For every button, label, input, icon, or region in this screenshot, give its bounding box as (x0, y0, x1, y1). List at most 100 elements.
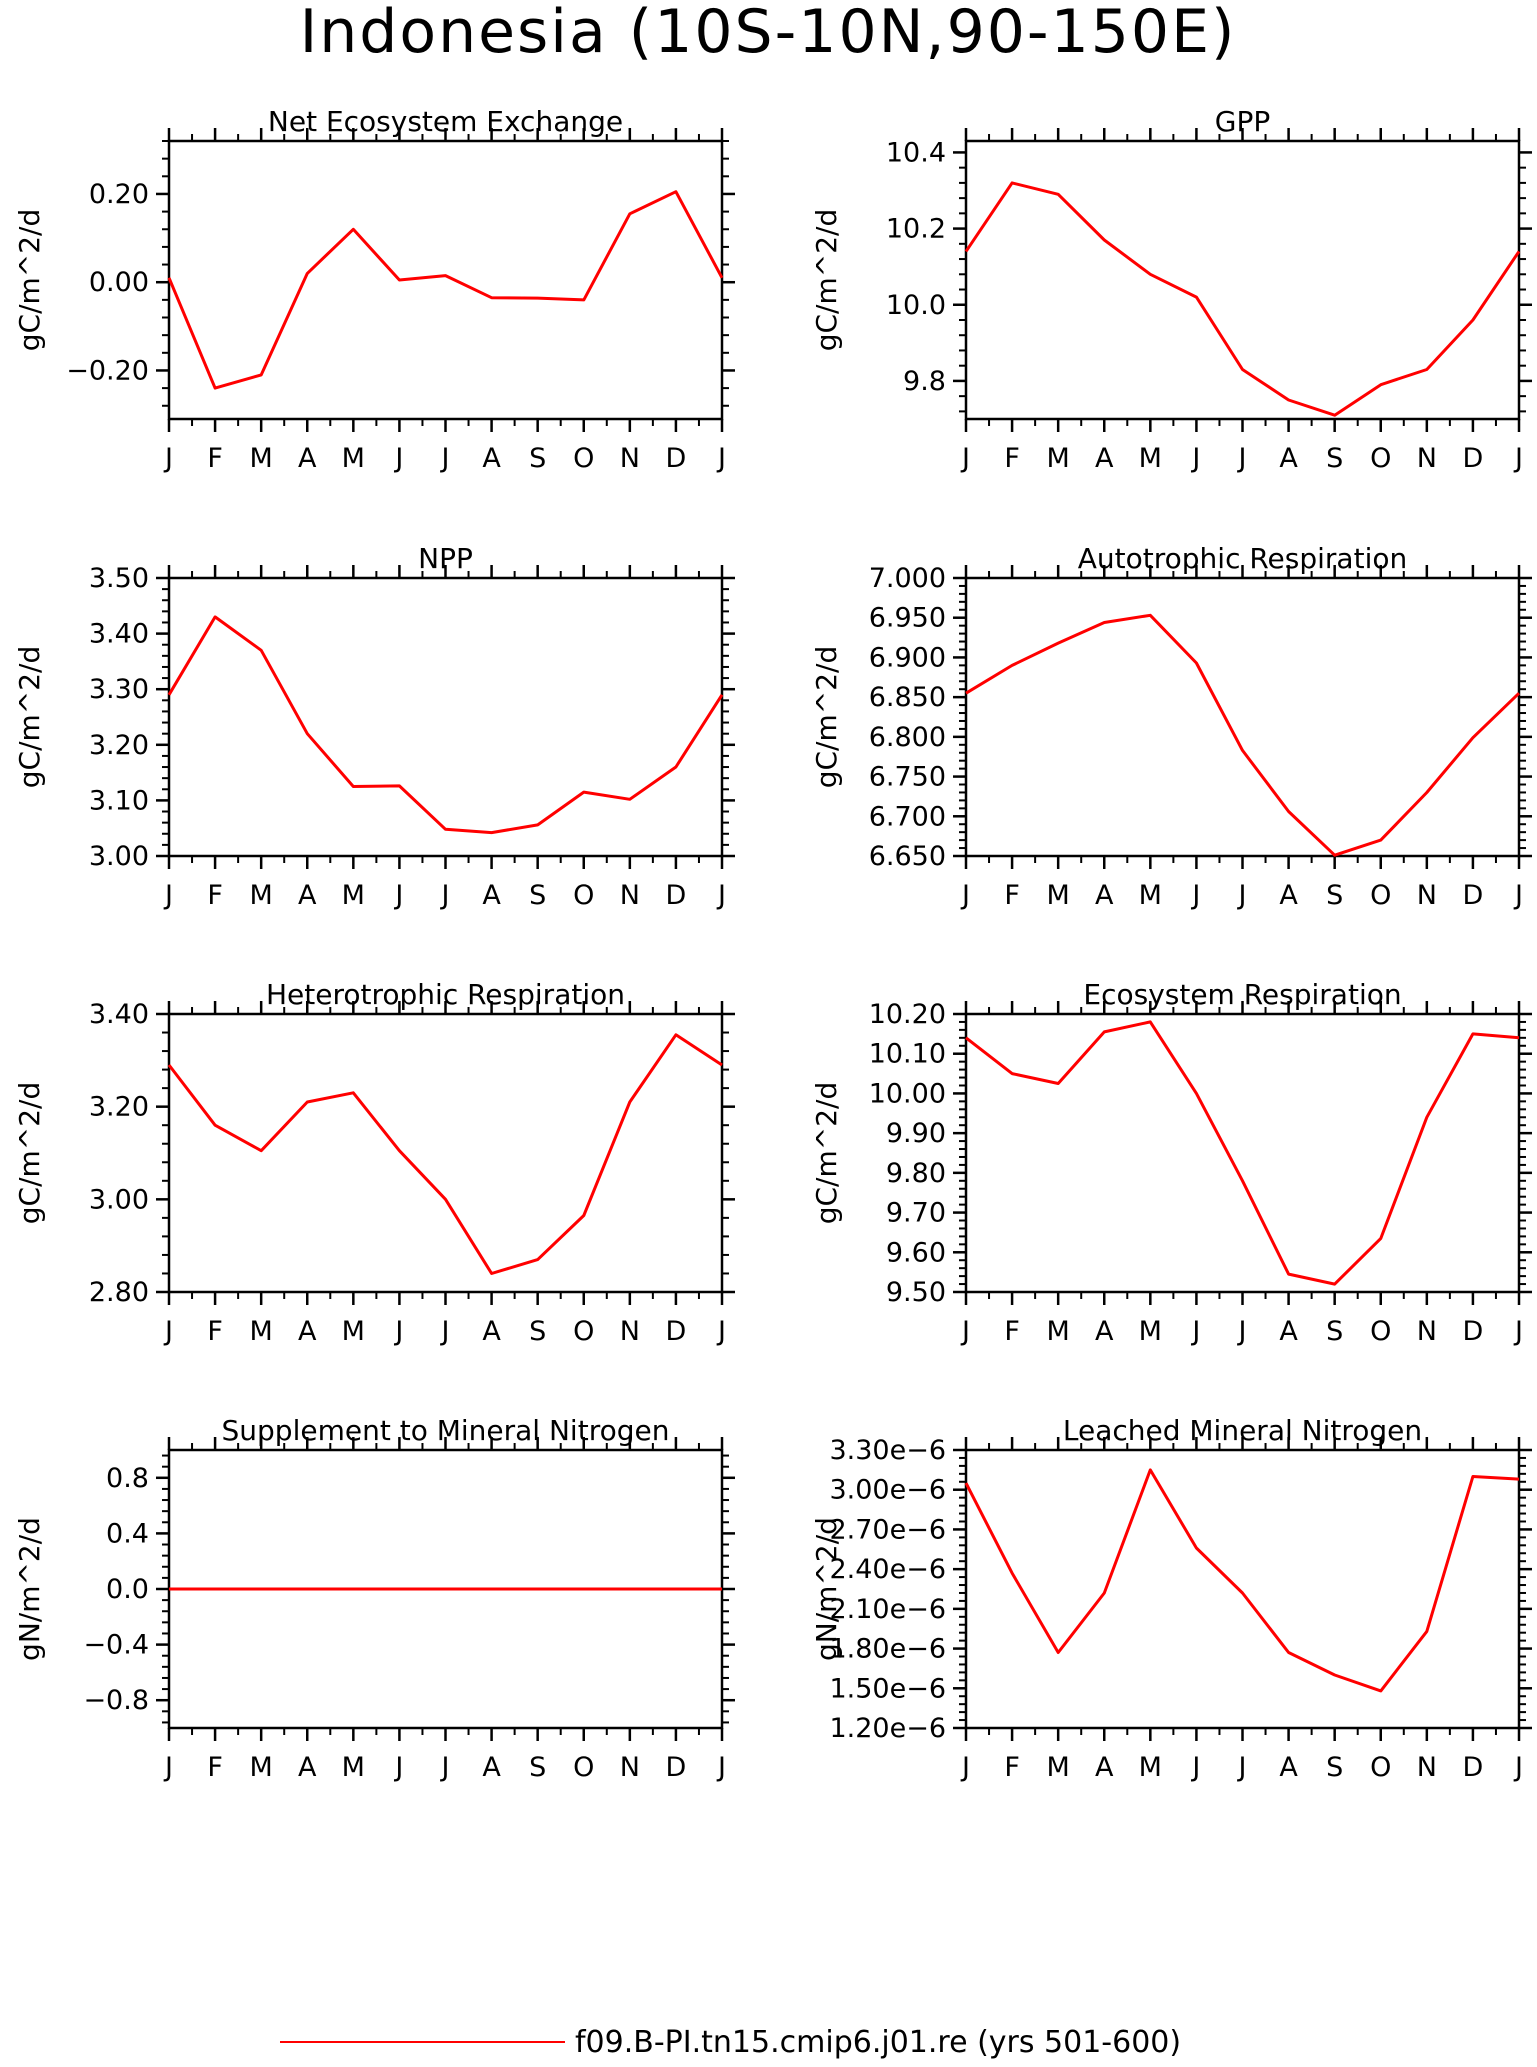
x-tick-label: F (1004, 1316, 1020, 1347)
x-tick-label: S (1326, 443, 1343, 474)
x-tick-label: A (1095, 1316, 1114, 1347)
x-tick-label: S (529, 1316, 546, 1347)
panel-title: Net Ecosystem Exchange (268, 105, 623, 138)
y-tick-label: 1.50e−6 (829, 1673, 946, 1704)
x-tick-label: N (620, 880, 640, 911)
x-tick-label: J (1237, 443, 1247, 474)
y-tick-label: −0.8 (83, 1685, 149, 1716)
x-tick-label: A (1095, 880, 1114, 911)
x-tick-label: J (393, 880, 403, 911)
x-tick-label: J (1190, 1752, 1200, 1783)
x-tick-label: D (1463, 880, 1484, 911)
y-tick-label: 6.900 (869, 642, 946, 673)
y-tick-label: 2.70e−6 (829, 1514, 946, 1545)
panel-2: J F M A M J J A S O N D J3.003.103.203.303.403.50NPP… (13, 542, 735, 911)
x-tick-label: O (1370, 1316, 1391, 1347)
x-tick-label: M (342, 1752, 365, 1783)
y-tick-label: 3.30 (89, 674, 149, 705)
x-tick-label: S (1326, 1752, 1343, 1783)
x-tick-label: F (207, 1316, 223, 1347)
x-tick-label: A (1279, 1752, 1298, 1783)
y-tick-label: 1.20e−6 (829, 1713, 946, 1744)
y-axis-label: gC/m^2/d (13, 209, 46, 352)
x-tick-label: S (529, 443, 546, 474)
panel-title: Ecosystem Respiration (1083, 978, 1401, 1011)
y-tick-label: 3.40 (89, 999, 149, 1030)
y-tick-label: 3.00 (89, 1184, 149, 1215)
x-tick-label: M (1139, 1752, 1162, 1783)
x-tick-label: O (573, 880, 594, 911)
x-tick-label: O (573, 1752, 594, 1783)
x-tick-label: J (1237, 880, 1247, 911)
x-tick-label: F (1004, 1752, 1020, 1783)
x-tick-label: M (342, 1316, 365, 1347)
x-tick-label: J (960, 1316, 970, 1347)
y-tick-label: 10.20 (869, 999, 946, 1030)
panel-title: GPP (1215, 105, 1270, 138)
y-tick-label: 1.80e−6 (829, 1634, 946, 1665)
y-tick-label: 3.20 (89, 1092, 149, 1123)
x-tick-label: J (960, 880, 970, 911)
y-tick-label: 3.50 (89, 563, 149, 594)
figure-title: Indonesia (10S-10N,90-150E) (300, 0, 1237, 67)
y-tick-label: 10.2 (886, 214, 946, 245)
x-tick-label: J (1513, 880, 1523, 911)
x-tick-label: A (1279, 1316, 1298, 1347)
x-tick-label: M (342, 443, 365, 474)
panel-6: J F M A M J J A S O N D J−0.8−0.40.00.40.8Supplement… (13, 1414, 735, 1783)
x-tick-label: O (1370, 443, 1391, 474)
y-tick-label: 9.90 (886, 1118, 946, 1149)
panel-4: J F M A M J J A S O N D J2.803.003.203.40Heterotroph… (13, 978, 735, 1347)
x-tick-label: J (716, 1752, 726, 1783)
x-tick-label: F (1004, 880, 1020, 911)
y-tick-label: 3.30e−6 (829, 1435, 946, 1466)
x-tick-label: N (1417, 880, 1437, 911)
x-tick-label: A (482, 443, 501, 474)
x-tick-label: J (1237, 1316, 1247, 1347)
y-tick-label: 6.650 (869, 841, 946, 872)
y-tick-label: 6.700 (869, 801, 946, 832)
x-tick-label: J (960, 443, 970, 474)
y-tick-label: 2.40e−6 (829, 1554, 946, 1585)
legend-label: f09.B-PI.tn15.cmip6.j01.re (yrs 501-600) (575, 2025, 1181, 2060)
panel-5: J F M A M J J A S O N D J9.509.609.709.809.9010.0010… (810, 978, 1532, 1347)
x-tick-label: F (207, 1752, 223, 1783)
x-tick-label: J (1190, 443, 1200, 474)
x-tick-label: N (620, 443, 640, 474)
y-tick-label: 6.850 (869, 682, 946, 713)
y-tick-label: 3.00 (89, 841, 149, 872)
y-tick-label: 10.10 (869, 1039, 946, 1070)
y-tick-label: 0.8 (106, 1463, 149, 1494)
x-tick-label: M (250, 1752, 273, 1783)
x-tick-label: A (1279, 880, 1298, 911)
x-tick-label: J (716, 880, 726, 911)
y-tick-label: −0.20 (66, 355, 149, 386)
panel-title: Supplement to Mineral Nitrogen (222, 1414, 670, 1447)
y-tick-label: 9.8 (903, 366, 946, 397)
y-tick-label: 7.000 (869, 563, 946, 594)
y-tick-label: 9.50 (886, 1277, 946, 1308)
x-tick-label: J (1513, 443, 1523, 474)
x-tick-label: J (163, 1752, 173, 1783)
x-tick-label: M (342, 880, 365, 911)
x-tick-label: D (666, 443, 687, 474)
panel-7: J F M A M J J A S O N D J1.20e−61.50e−61.80e−62.10e−… (810, 1414, 1532, 1783)
x-tick-label: F (1004, 443, 1020, 474)
y-tick-label: 10.00 (869, 1078, 946, 1109)
y-axis-label: gN/m^2/d (13, 1517, 46, 1661)
x-tick-label: A (298, 880, 317, 911)
legend: f09.B-PI.tn15.cmip6.j01.re (yrs 501-600) (280, 2025, 1181, 2060)
y-tick-label: 3.10 (89, 785, 149, 816)
x-tick-label: J (163, 880, 173, 911)
y-tick-label: 2.80 (89, 1277, 149, 1308)
y-tick-label: 10.0 (886, 290, 946, 321)
x-tick-label: A (298, 1752, 317, 1783)
x-tick-label: N (1417, 443, 1437, 474)
x-tick-label: J (440, 1752, 450, 1783)
y-tick-label: 9.60 (886, 1237, 946, 1268)
x-tick-label: A (298, 1316, 317, 1347)
x-tick-label: N (620, 1316, 640, 1347)
x-tick-label: M (1047, 1752, 1070, 1783)
x-tick-label: A (482, 1316, 501, 1347)
x-tick-label: A (298, 443, 317, 474)
